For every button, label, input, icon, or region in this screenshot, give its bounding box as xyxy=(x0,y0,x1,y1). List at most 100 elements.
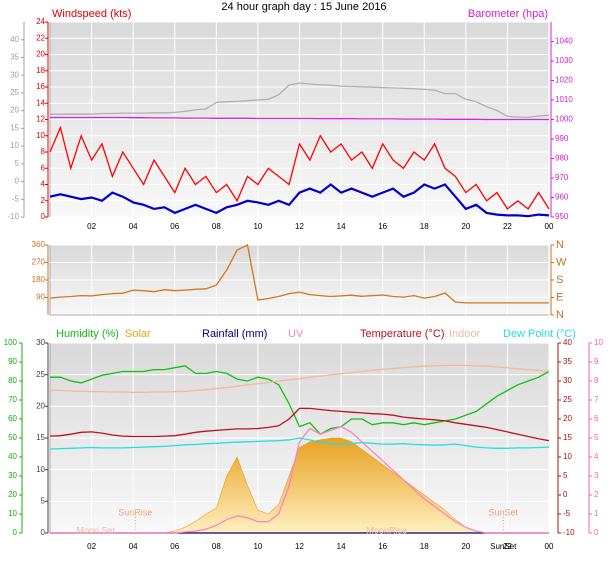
y-tick-label: 40 xyxy=(8,452,17,461)
x-tick-label: 12 xyxy=(295,542,304,551)
y-tick-label: N xyxy=(556,309,564,321)
chart-title: 24 hour graph day : 15 June 2016 xyxy=(221,1,386,13)
y-tick-label: 30 xyxy=(10,70,19,79)
y-tick-label: 2 xyxy=(594,490,599,499)
x-tick-label: 10 xyxy=(253,222,262,231)
y-tick-label: 5 xyxy=(563,471,568,480)
y-tick-label: 100 xyxy=(4,338,18,347)
y-tick-label: 270 xyxy=(32,258,46,267)
legend-label: Solar xyxy=(125,328,151,340)
y-tick-label: 30 xyxy=(36,338,45,347)
y-tick-label: 0 xyxy=(41,212,46,221)
y-tick-label: 1000 xyxy=(555,115,573,124)
x-tick-label: 02 xyxy=(87,222,96,231)
legend-label: UV xyxy=(288,328,304,340)
sun-event-label: SunRise xyxy=(118,507,152,517)
y-tick-label: 30 xyxy=(563,376,572,385)
y-tick-label: 25 xyxy=(36,370,45,379)
y-tick-label: 5 xyxy=(15,159,20,168)
y-tick-label: 90 xyxy=(36,293,45,302)
y-tick-label: 10 xyxy=(36,131,45,140)
x-tick-label: 18 xyxy=(420,222,429,231)
y-tick-label: 970 xyxy=(555,173,569,182)
y-tick-label: 8 xyxy=(41,147,46,156)
y-tick-label: 22 xyxy=(36,33,45,42)
x-tick-label: 16 xyxy=(378,222,387,231)
y-tick-label: 10 xyxy=(8,509,17,518)
legend-label: Temperature (°C) xyxy=(360,328,444,340)
x-tick-label: 14 xyxy=(337,222,346,231)
y-tick-label: 20 xyxy=(36,401,45,410)
y-tick-label: 14 xyxy=(36,98,45,107)
y-tick-label: 7 xyxy=(594,395,599,404)
x-tick-label: 12 xyxy=(295,222,304,231)
x-tick-label: 22 xyxy=(503,542,512,551)
y-tick-label: 16 xyxy=(36,82,45,91)
y-tick-label: 4 xyxy=(594,452,599,461)
y-tick-label: 360 xyxy=(32,240,46,249)
y-tick-label: -5 xyxy=(12,194,20,203)
legend-label: Dew Point (°C) xyxy=(503,328,576,340)
line xyxy=(49,364,550,394)
y-tick-label: 0 xyxy=(594,528,599,537)
legend-label: Indoor xyxy=(449,328,481,340)
y-tick-label: 15 xyxy=(10,123,19,132)
y-tick-label: 20 xyxy=(8,490,17,499)
x-tick-label: 22 xyxy=(503,222,512,231)
y-tick-label: W xyxy=(556,256,567,268)
y-tick-label: 2 xyxy=(41,196,46,205)
moon-event-label: Moon Set xyxy=(76,525,115,535)
y-tick-label: 180 xyxy=(32,275,46,284)
x-tick-label: 00 xyxy=(545,542,554,551)
x-tick-label: 18 xyxy=(420,542,429,551)
y-tick-label: 60 xyxy=(8,414,17,423)
y-tick-label: 70 xyxy=(8,395,17,404)
y-tick-label: 15 xyxy=(36,433,45,442)
y-tick-label: 90 xyxy=(8,357,17,366)
y-tick-label: 4 xyxy=(41,180,46,189)
y-tick-label: 50 xyxy=(8,433,17,442)
y-tick-label: 5 xyxy=(41,496,46,505)
y-tick-label: 40 xyxy=(563,338,572,347)
y-tick-label: 20 xyxy=(10,106,19,115)
y-tick-label: 35 xyxy=(563,357,572,366)
y-tick-label: 0 xyxy=(41,528,46,537)
y-tick-label: 6 xyxy=(41,163,46,172)
y-tick-label: -5 xyxy=(563,509,571,518)
axis-title: Windspeed (kts) xyxy=(52,8,131,20)
x-tick-label: 04 xyxy=(129,542,138,551)
sun-event-label: SunSet xyxy=(488,507,518,517)
y-tick-label: 9 xyxy=(594,357,599,366)
x-tick-label: 06 xyxy=(170,542,179,551)
y-tick-label: 1 xyxy=(594,509,599,518)
y-tick-label: 8 xyxy=(594,376,599,385)
y-tick-label: -10 xyxy=(563,528,575,537)
x-tick-label: 04 xyxy=(129,222,138,231)
y-tick-label: 0 xyxy=(15,177,20,186)
y-tick-label: 10 xyxy=(594,338,603,347)
y-tick-label: 15 xyxy=(563,433,572,442)
line xyxy=(49,125,550,210)
x-tick-label: 14 xyxy=(337,542,346,551)
y-tick-label: 35 xyxy=(10,53,19,62)
y-tick-label: 25 xyxy=(563,395,572,404)
y-tick-label: 980 xyxy=(555,154,569,163)
x-tick-label: 20 xyxy=(461,542,470,551)
y-tick-label: 1010 xyxy=(555,95,573,104)
y-tick-label: 990 xyxy=(555,134,569,143)
y-tick-label: 1020 xyxy=(555,76,573,85)
y-tick-label: 10 xyxy=(10,141,19,150)
y-tick-label: 30 xyxy=(8,471,17,480)
legend-label: Rainfall (mm) xyxy=(202,328,267,340)
x-tick-label: 10 xyxy=(253,542,262,551)
y-tick-label: 3 xyxy=(594,471,599,480)
line xyxy=(50,116,549,121)
y-tick-label: 1040 xyxy=(555,37,573,46)
y-tick-label: 20 xyxy=(563,414,572,423)
x-tick-label: 08 xyxy=(212,222,221,231)
y-tick-label: 960 xyxy=(555,193,569,202)
y-tick-label: 25 xyxy=(10,88,19,97)
line xyxy=(49,244,549,304)
legend-label: Humidity (%) xyxy=(56,328,119,340)
